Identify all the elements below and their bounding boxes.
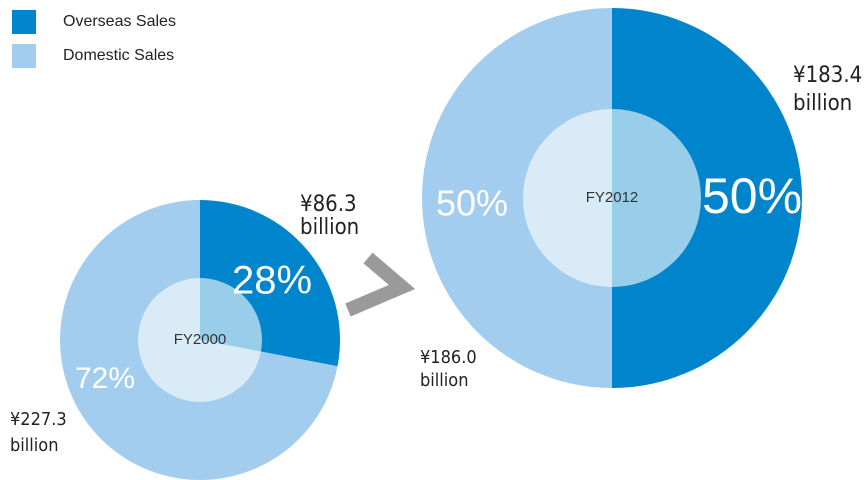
amount-label: ¥227.3 xyxy=(10,409,67,430)
legend-swatch xyxy=(12,10,36,34)
value-label: 50% xyxy=(702,168,802,224)
amount-label: ¥86.3 xyxy=(300,192,357,217)
amount-label: billion xyxy=(10,435,58,456)
amount-label: billion xyxy=(300,215,359,240)
arrow xyxy=(345,252,416,317)
amount-label: billion xyxy=(420,370,468,391)
value-label: 72% xyxy=(75,362,135,395)
pie-slice xyxy=(422,8,612,388)
amount-label: ¥186.0 xyxy=(420,347,477,368)
center-circle xyxy=(138,278,262,402)
amount-label: billion xyxy=(793,91,852,116)
center-circle xyxy=(523,109,701,287)
legend-swatch xyxy=(12,44,36,68)
amount-label: ¥183.4 xyxy=(793,63,862,88)
legend-label: Domestic Sales xyxy=(63,47,174,64)
value-label: 50% xyxy=(436,183,508,224)
center-label: FY2012 xyxy=(586,189,639,206)
legend-label: Overseas Sales xyxy=(63,13,176,30)
center-label: FY2000 xyxy=(174,331,227,348)
value-label: 28% xyxy=(232,259,312,303)
pie-slice xyxy=(612,8,802,388)
